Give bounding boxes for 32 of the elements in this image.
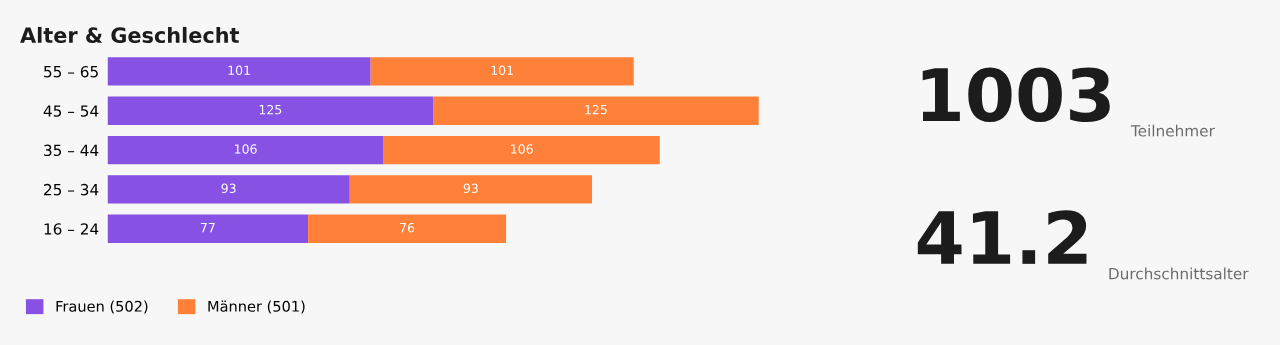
y-tick-label: 16 – 24 [44, 223, 99, 235]
text: 41.2 [917, 210, 1087, 264]
legend-label: Männer (501) [208, 300, 305, 314]
data-label: 101 [228, 65, 250, 76]
text: Teilnehmer [1130, 124, 1215, 137]
data-label: 93 [221, 183, 236, 194]
data-label: 77 [200, 223, 215, 233]
text: Durchschnittsalter [1109, 267, 1249, 280]
bar [107, 175, 350, 204]
data-label: 106 [235, 144, 257, 154]
bar [107, 214, 309, 243]
data-label: 93 [463, 183, 478, 194]
bar [370, 57, 634, 86]
data-label: 101 [491, 65, 513, 76]
bar [107, 57, 371, 86]
data-label: 76 [400, 222, 415, 233]
bar [107, 135, 384, 165]
bar [107, 96, 434, 125]
data-label: 125 [585, 104, 607, 115]
y-tick-label: 45 – 54 [43, 105, 99, 117]
y-tick-label: 55 – 65 [44, 65, 98, 78]
bar [383, 135, 660, 165]
chart-title: Alter & Geschlecht [20, 26, 240, 44]
text: 1003 [922, 67, 1110, 123]
data-label: 106 [511, 144, 533, 154]
y-tick-label: 25 – 34 [44, 183, 99, 196]
bar [349, 175, 593, 204]
y-tick-label: 35 – 44 [44, 144, 99, 157]
bar [308, 214, 507, 243]
legend-label: Frauen (502) [56, 300, 148, 314]
bar [433, 96, 759, 125]
data-label: 125 [259, 104, 282, 115]
